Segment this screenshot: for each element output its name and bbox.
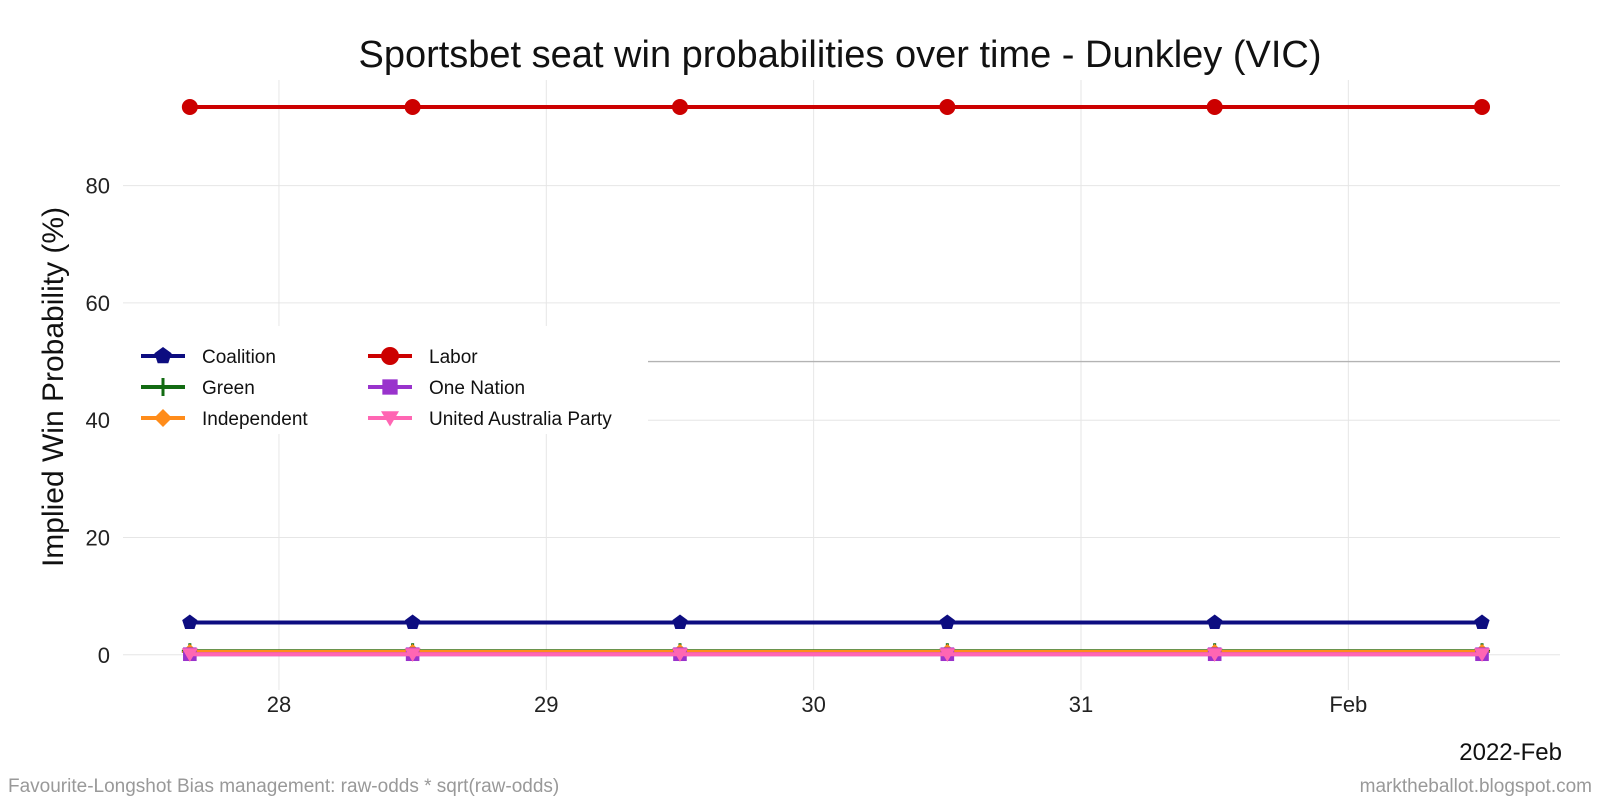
data-point-labor [671,98,688,115]
series-independent [181,643,1491,660]
x-axis: 28 29 30 31 Feb [267,692,1368,717]
legend-label: Labor [429,347,478,368]
legend-label: One Nation [429,378,525,399]
data-point-labor [404,98,421,115]
legend-item-united-australia-party: United Australia Party [368,409,612,430]
data-point-labor [1206,98,1223,115]
legend-label: Independent [202,409,308,430]
x-tick-label: 30 [801,692,825,717]
x-tick-label: 31 [1069,692,1093,717]
series-labor [181,98,1491,115]
data-point-labor [181,98,198,115]
data-point-coalition [939,614,955,629]
series-coalition [182,614,1490,629]
series-layer [181,98,1491,662]
legend-label: Green [202,378,255,399]
y-axis-title: Implied Win Probability (%) [37,207,70,567]
legend-label: Coalition [202,347,276,368]
data-point-united-australia-party [404,648,421,662]
footer-left: Favourite-Longshot Bias management: raw-… [8,776,559,797]
legend-item-labor: Labor [368,347,478,368]
legend-marker [381,347,399,365]
x-period-label: 2022-Feb [1459,739,1562,766]
legend-marker [381,411,399,427]
legend-label: United Australia Party [429,409,612,430]
series-united-australia-party [181,648,1491,662]
data-point-united-australia-party [1474,648,1491,662]
y-tick-label: 0 [98,643,110,668]
data-point-united-australia-party [181,648,198,662]
legend-item-green: Green [141,378,255,399]
x-tick-label: 29 [534,692,558,717]
data-point-labor [1474,98,1491,115]
legend: Coalition Green Independent Labor One Nation… [141,347,612,430]
legend-marker [154,409,172,427]
legend-item-independent: Independent [141,409,308,430]
y-tick-label: 20 [86,526,110,551]
y-tick-label: 40 [86,408,110,433]
data-point-coalition [1474,614,1490,629]
chart-title: Sportsbet seat win probabilities over ti… [358,34,1321,76]
legend-item-coalition: Coalition [141,347,276,368]
data-point-coalition [405,614,421,629]
y-tick-label: 80 [86,174,110,199]
y-tick-label: 60 [86,291,110,316]
legend-marker [382,379,398,395]
data-point-coalition [672,614,688,629]
data-point-united-australia-party [1206,648,1223,662]
data-point-united-australia-party [939,648,956,662]
data-point-united-australia-party [671,648,688,662]
legend-marker [154,378,172,396]
legend-item-one-nation: One Nation [368,378,525,399]
data-point-coalition [182,614,198,629]
x-tick-label: 28 [267,692,291,717]
data-point-coalition [1207,614,1223,629]
data-point-labor [939,98,956,115]
footer-right: marktheballot.blogspot.com [1360,776,1592,797]
legend-marker [154,347,172,364]
y-axis: 0 20 40 60 80 [86,174,110,668]
x-tick-label: Feb [1329,692,1367,717]
